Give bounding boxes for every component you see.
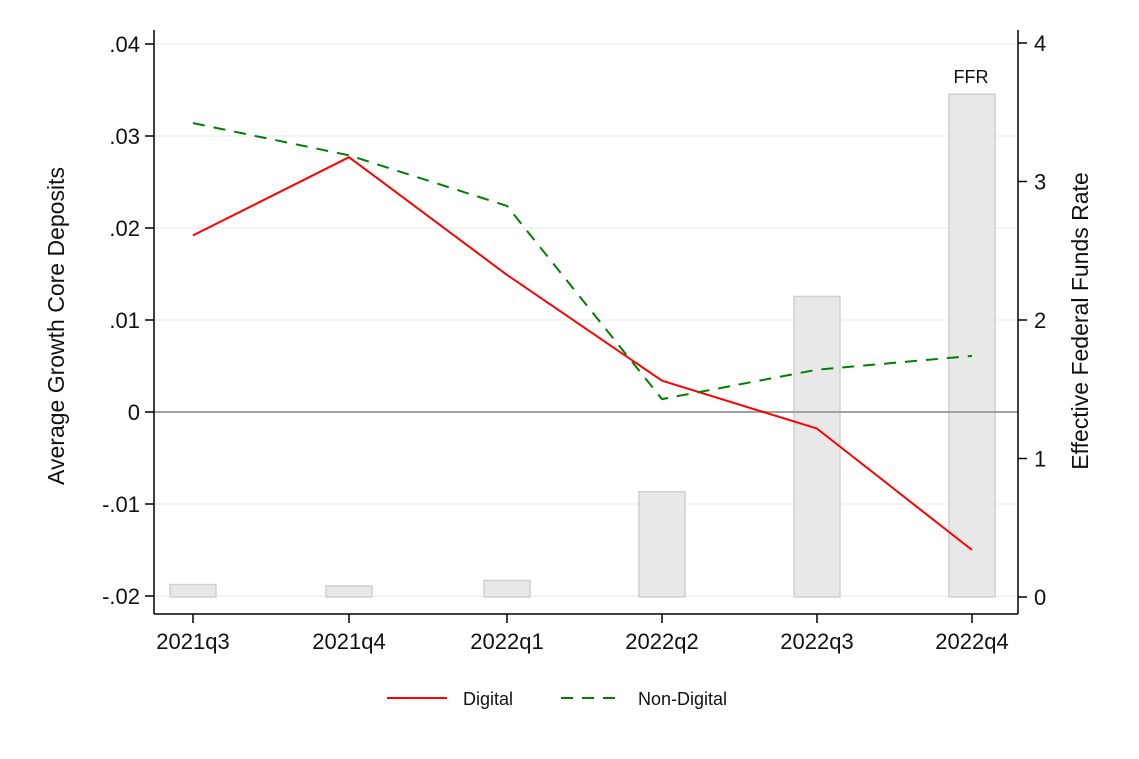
series-line-non-digital [192, 122, 973, 401]
right-tick-label: 1 [1034, 447, 1046, 472]
left-axis-label: Average Growth Core Deposits [43, 167, 69, 485]
legend: Digital Non-Digital [387, 689, 727, 709]
legend-nondigital-label: Non-Digital [638, 689, 727, 709]
series-line-digital [192, 156, 973, 551]
ffr-bar [169, 583, 217, 598]
ffr-bar [483, 579, 531, 598]
left-tick-label: .03 [109, 124, 140, 149]
gridlines [154, 43, 1018, 597]
left-tick-label: .04 [109, 32, 140, 57]
left-axis-ticks: .04 .03 .02 .01 0 -.01 -.02 [102, 32, 154, 609]
right-tick-label: 4 [1034, 31, 1046, 56]
x-tick-label: 2022q2 [625, 629, 698, 654]
x-tick-label: 2022q3 [780, 629, 853, 654]
left-tick-label: -.01 [102, 492, 140, 517]
x-tick-label: 2022q1 [470, 629, 543, 654]
left-tick-label: -.02 [102, 584, 140, 609]
x-axis-ticks: 2021q3 2021q4 2022q1 2022q2 2022q3 2022q4 [156, 614, 1009, 654]
series-lines [192, 122, 973, 551]
legend-digital-label: Digital [463, 689, 513, 709]
ffr-bar [638, 490, 686, 598]
ffr-bar [948, 93, 996, 598]
right-tick-label: 0 [1034, 585, 1046, 610]
ffr-bar [325, 585, 373, 598]
ffr-bars [169, 93, 996, 598]
right-tick-label: 3 [1034, 170, 1046, 195]
ffr-annotation: FFR [954, 67, 989, 87]
left-tick-label: .02 [109, 216, 140, 241]
ffr-bar [793, 295, 841, 598]
left-tick-label: 0 [128, 400, 140, 425]
right-axis-ticks: 4 3 2 1 0 [1018, 31, 1046, 610]
right-tick-label: 2 [1034, 308, 1046, 333]
x-tick-label: 2021q4 [312, 629, 385, 654]
left-tick-label: .01 [109, 308, 140, 333]
right-axis-label: Effective Federal Funds Rate [1067, 172, 1093, 469]
x-tick-label: 2022q4 [935, 629, 1008, 654]
x-tick-label: 2021q3 [156, 629, 229, 654]
axes [153, 30, 1019, 615]
